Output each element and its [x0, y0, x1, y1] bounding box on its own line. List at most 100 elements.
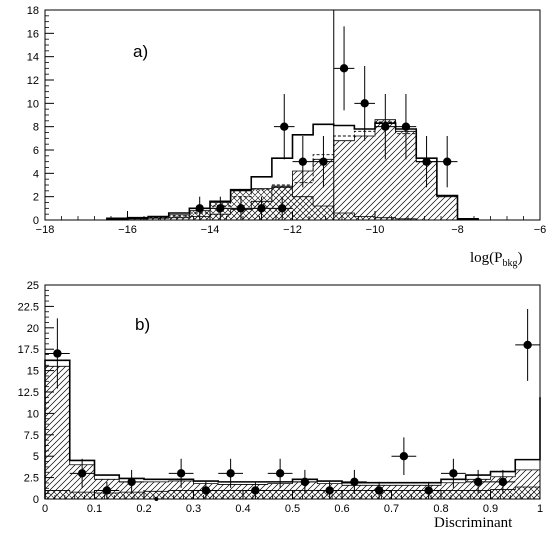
data-point-b-5: [176, 469, 186, 478]
ytick-label-b-3: 7.5: [24, 430, 39, 442]
bar-b-s2-1: [69, 492, 95, 499]
data-point-b-18: [498, 477, 508, 487]
panel-a-points: [189, 26, 458, 220]
bar-a-s3-9: [292, 196, 314, 220]
data-point-b-12: [350, 477, 359, 487]
panel-b-bars: [44, 359, 541, 499]
ytick-label-b-6: 15: [27, 366, 39, 378]
ytick-label-b-8: 20: [27, 323, 39, 335]
data-point-b-15: [424, 486, 433, 495]
ytick-label-a-4: 8: [33, 122, 39, 134]
ytick-label-a-5: 10: [27, 98, 39, 110]
xtick-label-b-5: 0.5: [285, 503, 300, 515]
data-point-a-12: [422, 157, 431, 166]
bar-b-s2-14: [391, 490, 417, 499]
series-line-b-1: [44, 365, 541, 499]
xtick-label-a-1: −16: [118, 224, 137, 236]
bar-b-s2-18: [490, 489, 516, 499]
bar-a-s1-11: [333, 140, 355, 220]
bar-b-s2-4: [144, 491, 169, 499]
data-point-b-8: [251, 486, 260, 495]
ytick-label-b-1: 2.5: [24, 473, 39, 485]
panel-a: −18 −16 −14 −12 −10 −8 −6 0 2 4 6 8 10 12 14 16 18 a) lo…: [27, 5, 547, 269]
xtick-label-a-2: −14: [201, 224, 220, 236]
ytick-label-b-0: 0: [33, 494, 39, 506]
data-point-a-0: [195, 204, 204, 213]
xtick-label-a-3: −12: [283, 224, 302, 236]
bar-b-s2-5: [168, 490, 194, 499]
data-point-b-6: [201, 486, 211, 495]
data-point-a-2: [236, 204, 246, 213]
ytick-label-a-2: 4: [33, 168, 39, 180]
ytick-label-a-7: 14: [27, 52, 39, 64]
ytick-label-a-8: 16: [27, 28, 39, 40]
xtick-label-b-2: 0.2: [136, 503, 151, 515]
bar-b-s2-0: [45, 490, 70, 499]
series-line-b-0: [44, 359, 541, 499]
ytick-label-a-3: 6: [33, 145, 39, 157]
xtick-label-a-4: −10: [366, 224, 385, 236]
bar-b-s2-19: [515, 487, 540, 499]
data-point-a-5: [280, 122, 289, 131]
bar-b-s2-10: [292, 490, 318, 499]
ytick-label-b-5: 12.5: [18, 387, 39, 399]
panel-b-label: b): [135, 315, 150, 334]
data-point-a-10: [381, 122, 390, 131]
bar-a-s3-11: [333, 213, 355, 220]
data-point-b-17: [473, 477, 483, 487]
ytick-label-a-1: 2: [33, 192, 39, 204]
ytick-label-a-9: 18: [27, 5, 39, 17]
panel-a-label: a): [133, 42, 148, 61]
data-point-a-11: [401, 122, 411, 131]
xtick-label-a-0: −18: [36, 224, 55, 236]
bar-a-s1-10: [313, 159, 334, 220]
data-point-b-2: [102, 486, 112, 495]
xtick-label-b-1: 0.1: [87, 503, 102, 515]
data-point-b-13: [374, 486, 384, 495]
bar-b-s2-16: [441, 490, 466, 499]
bar-a-s3-14: [395, 218, 417, 220]
ytick-label-a-0: 0: [33, 215, 39, 227]
data-point-a-8: [339, 64, 349, 73]
xtick-label-b-4: 0.4: [235, 503, 250, 515]
panel-b-frame: [44, 284, 541, 500]
data-point-a-7: [319, 157, 328, 166]
panel-a-axis: −18 −16 −14 −12 −10 −8 −6 0 2 4 6 8 10 12 14 16 18: [27, 5, 547, 236]
data-point-b-19: [523, 340, 532, 350]
series-line-a-2: [106, 121, 479, 220]
bar-b-s2-3: [119, 492, 144, 499]
data-point-b-11: [325, 486, 334, 495]
bar-b-s2-17: [465, 490, 491, 499]
bar-a-s3-12: [354, 216, 375, 220]
data-point-a-1: [216, 204, 225, 213]
ytick-label-b-2: 5: [33, 451, 39, 463]
bar-b-s2-9: [267, 490, 293, 499]
data-point-b-7: [226, 469, 235, 478]
xtick-label-b-3: 0.3: [186, 503, 201, 515]
xtick-label-b-8: 0.8: [433, 503, 448, 515]
data-point-b-0: [53, 349, 62, 358]
data-point-b-4: [154, 497, 159, 501]
data-point-b-9: [275, 469, 285, 478]
xtick-label-b-9: 0.9: [483, 503, 498, 515]
ytick-label-b-10: 25: [27, 280, 39, 292]
xtick-label-b-10: 1: [537, 503, 543, 515]
data-point-a-3: [257, 204, 266, 213]
panel-b-points: [45, 308, 540, 501]
data-point-b-1: [77, 469, 87, 478]
series-line-a-3: [106, 185, 479, 221]
data-point-b-16: [449, 469, 458, 478]
ytick-label-b-9: 22.5: [18, 301, 39, 313]
panel-a-xlabel: log(Pbkg): [470, 250, 523, 269]
data-point-a-9: [360, 99, 369, 108]
bar-a-s1-12: [354, 136, 375, 220]
data-point-b-3: [127, 477, 136, 487]
panel-b-axis: 0 0.1 0.2 0.3 0.4 0.5 0.6 0.7 0.8 0.9 102.557.5101…: [18, 280, 543, 515]
bar-b-s2-12: [342, 490, 367, 499]
ytick-label-b-7: 17.5: [18, 344, 39, 356]
panel-b-xlabel: Discriminant: [434, 515, 513, 531]
xtick-label-b-6: 0.6: [334, 503, 349, 515]
panel-b: 0 0.1 0.2 0.3 0.4 0.5 0.6 0.7 0.8 0.9 102.557.5101…: [18, 280, 543, 531]
xtick-label-b-0: 0: [42, 503, 48, 515]
